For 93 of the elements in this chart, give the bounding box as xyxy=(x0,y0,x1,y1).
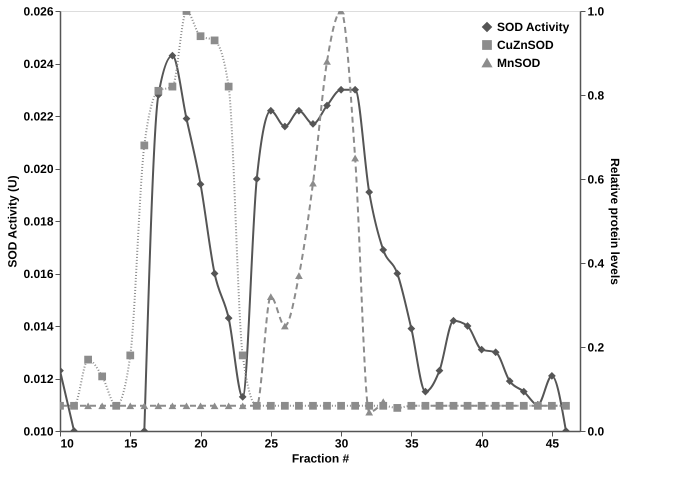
point xyxy=(154,402,162,410)
point xyxy=(309,120,317,128)
point xyxy=(238,402,247,410)
point xyxy=(238,352,247,360)
point xyxy=(323,402,331,410)
y-tick-label: 0.014 xyxy=(23,320,54,334)
point xyxy=(266,293,275,300)
legend-label: MnSOD xyxy=(497,56,541,70)
y2-tick-label: 0.6 xyxy=(588,172,605,186)
point xyxy=(407,324,416,332)
point xyxy=(196,180,204,188)
x-tick-label: 25 xyxy=(264,436,278,450)
point xyxy=(84,402,92,410)
point xyxy=(140,142,148,150)
y-axis-title: SOD Activity (U) xyxy=(5,175,20,268)
point xyxy=(295,402,303,410)
y-tick-label: 0.022 xyxy=(23,110,54,124)
y2-axis-title: Relative protein levels xyxy=(608,158,622,286)
point xyxy=(238,393,247,401)
x-tick-label: 40 xyxy=(475,436,490,450)
point xyxy=(126,402,134,410)
point xyxy=(379,246,388,254)
point xyxy=(224,402,233,410)
point xyxy=(351,154,360,162)
point xyxy=(506,377,514,385)
point xyxy=(309,402,317,410)
point xyxy=(252,175,261,183)
point xyxy=(224,314,233,322)
point xyxy=(422,388,430,396)
y-tick-label: 0.020 xyxy=(23,162,54,176)
point xyxy=(309,180,317,187)
point xyxy=(450,316,458,325)
point xyxy=(126,352,134,360)
point xyxy=(266,106,275,115)
point xyxy=(295,106,303,115)
y-tick-label: 0.010 xyxy=(23,424,54,438)
point xyxy=(168,52,176,60)
point xyxy=(182,402,190,410)
point xyxy=(323,102,331,110)
y-tick-label: 0.016 xyxy=(23,267,54,281)
point xyxy=(365,188,374,196)
point xyxy=(351,86,360,94)
point xyxy=(436,366,444,374)
point xyxy=(323,58,331,65)
y-tick-label: 0.018 xyxy=(23,214,54,228)
point xyxy=(393,270,402,278)
point xyxy=(210,402,218,410)
legend-label: SOD Activity xyxy=(497,20,570,34)
point xyxy=(337,86,345,94)
point xyxy=(196,402,204,410)
point xyxy=(84,356,92,364)
y2-tick-label: 0.0 xyxy=(588,424,605,438)
point xyxy=(182,114,190,122)
point xyxy=(351,402,360,410)
point xyxy=(492,348,500,356)
x-tick-label: 10 xyxy=(60,436,74,450)
point xyxy=(520,388,528,396)
x-tick-label: 45 xyxy=(546,436,560,450)
point xyxy=(210,36,218,44)
y2-tick-label: 0.4 xyxy=(588,256,605,270)
point xyxy=(280,322,289,330)
y2-tick-label: 1.0 xyxy=(588,4,605,18)
y-tick-label: 0.024 xyxy=(23,57,54,71)
x-axis-title: Fraction # xyxy=(292,452,350,466)
point xyxy=(365,402,374,410)
point xyxy=(168,402,176,410)
point xyxy=(98,402,106,410)
legend-label: CuZnSOD xyxy=(497,38,554,52)
point xyxy=(280,122,289,130)
x-tick-label: 15 xyxy=(124,436,138,450)
point xyxy=(295,272,303,279)
point xyxy=(393,404,402,412)
point xyxy=(464,322,472,330)
point xyxy=(478,346,486,354)
x-tick-label: 30 xyxy=(334,436,349,450)
x-tick-label: 20 xyxy=(194,436,208,450)
point xyxy=(140,402,148,410)
point xyxy=(210,270,218,278)
point xyxy=(337,402,345,410)
y2-tick-label: 0.8 xyxy=(588,88,605,102)
point xyxy=(548,372,556,380)
point xyxy=(168,82,176,90)
point xyxy=(98,372,106,380)
point xyxy=(224,82,233,90)
x-tick-label: 35 xyxy=(405,436,419,450)
point xyxy=(196,32,204,40)
y-tick-label: 0.026 xyxy=(23,4,54,18)
point xyxy=(266,402,275,410)
point xyxy=(365,408,374,416)
y-tick-label: 0.012 xyxy=(23,372,54,386)
point xyxy=(154,86,162,95)
y2-tick-label: 0.2 xyxy=(588,340,605,354)
point xyxy=(280,402,289,410)
